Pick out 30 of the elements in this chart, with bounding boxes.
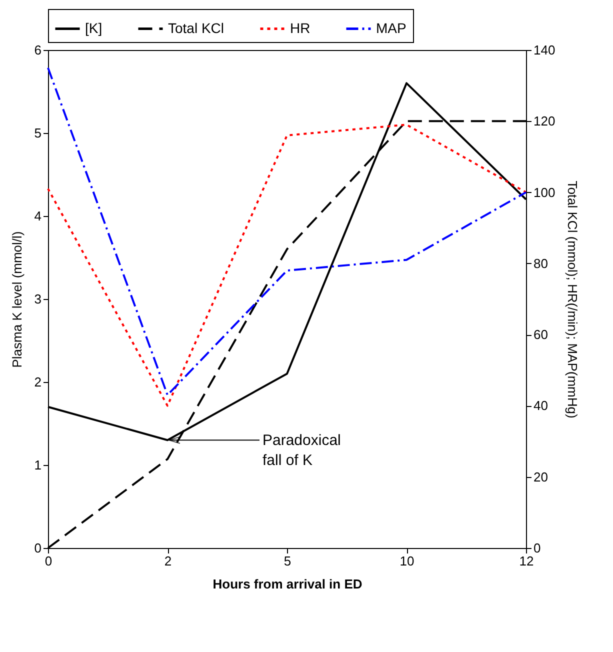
y-tick-label: 5 <box>34 126 42 140</box>
x-tick-label: 10 <box>400 554 414 568</box>
y2-tick-label: 40 <box>534 398 548 414</box>
y2-tick-label: 120 <box>534 114 556 129</box>
y-tick-label: 6 <box>34 42 42 58</box>
x-tick-label: 12 <box>519 554 534 568</box>
y2-tick-label: 60 <box>534 327 548 342</box>
y-tick-label: 4 <box>34 208 42 224</box>
annotation: Paradoxical fall of K <box>262 432 341 470</box>
y-tick-label: 0 <box>34 540 42 556</box>
y2-tick-label: 80 <box>534 256 548 271</box>
y-axis-title: Plasma K level (mmol/l) <box>9 231 24 368</box>
y2-tick-label: 140 <box>534 42 556 58</box>
line-series <box>47 66 527 396</box>
y2-tick-label: 0 <box>534 540 541 556</box>
x-tick-label: 0 <box>44 554 52 568</box>
legend-label: MAP <box>376 20 406 36</box>
y-tick-label: 3 <box>34 292 42 306</box>
legend-label: Total KCl <box>168 20 224 36</box>
x-tick-label: 5 <box>284 554 292 568</box>
legend-label: HR <box>290 20 310 36</box>
legend-label: [K] <box>85 20 102 36</box>
line-series <box>47 124 527 407</box>
x-tick-label: 2 <box>164 554 172 568</box>
y2-tick-label: 20 <box>534 469 548 484</box>
y2-tick-label: 100 <box>534 184 556 200</box>
y-tick-label: 1 <box>34 458 42 472</box>
y-tick-label: 2 <box>34 374 42 390</box>
y2-axis-title: Total KCl (mmol); HR(/min); MAP(mmHg) <box>565 180 580 418</box>
x-axis-title: Hours from arrival in ED <box>212 576 362 592</box>
